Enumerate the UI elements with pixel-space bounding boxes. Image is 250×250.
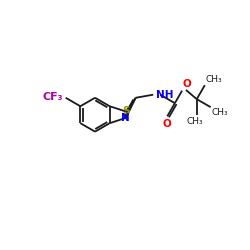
Text: CH₃: CH₃ — [187, 117, 204, 126]
Text: N: N — [122, 113, 130, 123]
Text: S: S — [122, 106, 130, 117]
Text: O: O — [163, 119, 172, 129]
Text: O: O — [183, 79, 192, 89]
Text: CH₃: CH₃ — [212, 108, 228, 117]
Text: NH: NH — [156, 90, 173, 100]
Text: CH₃: CH₃ — [206, 76, 222, 84]
Text: CF₃: CF₃ — [43, 92, 63, 102]
